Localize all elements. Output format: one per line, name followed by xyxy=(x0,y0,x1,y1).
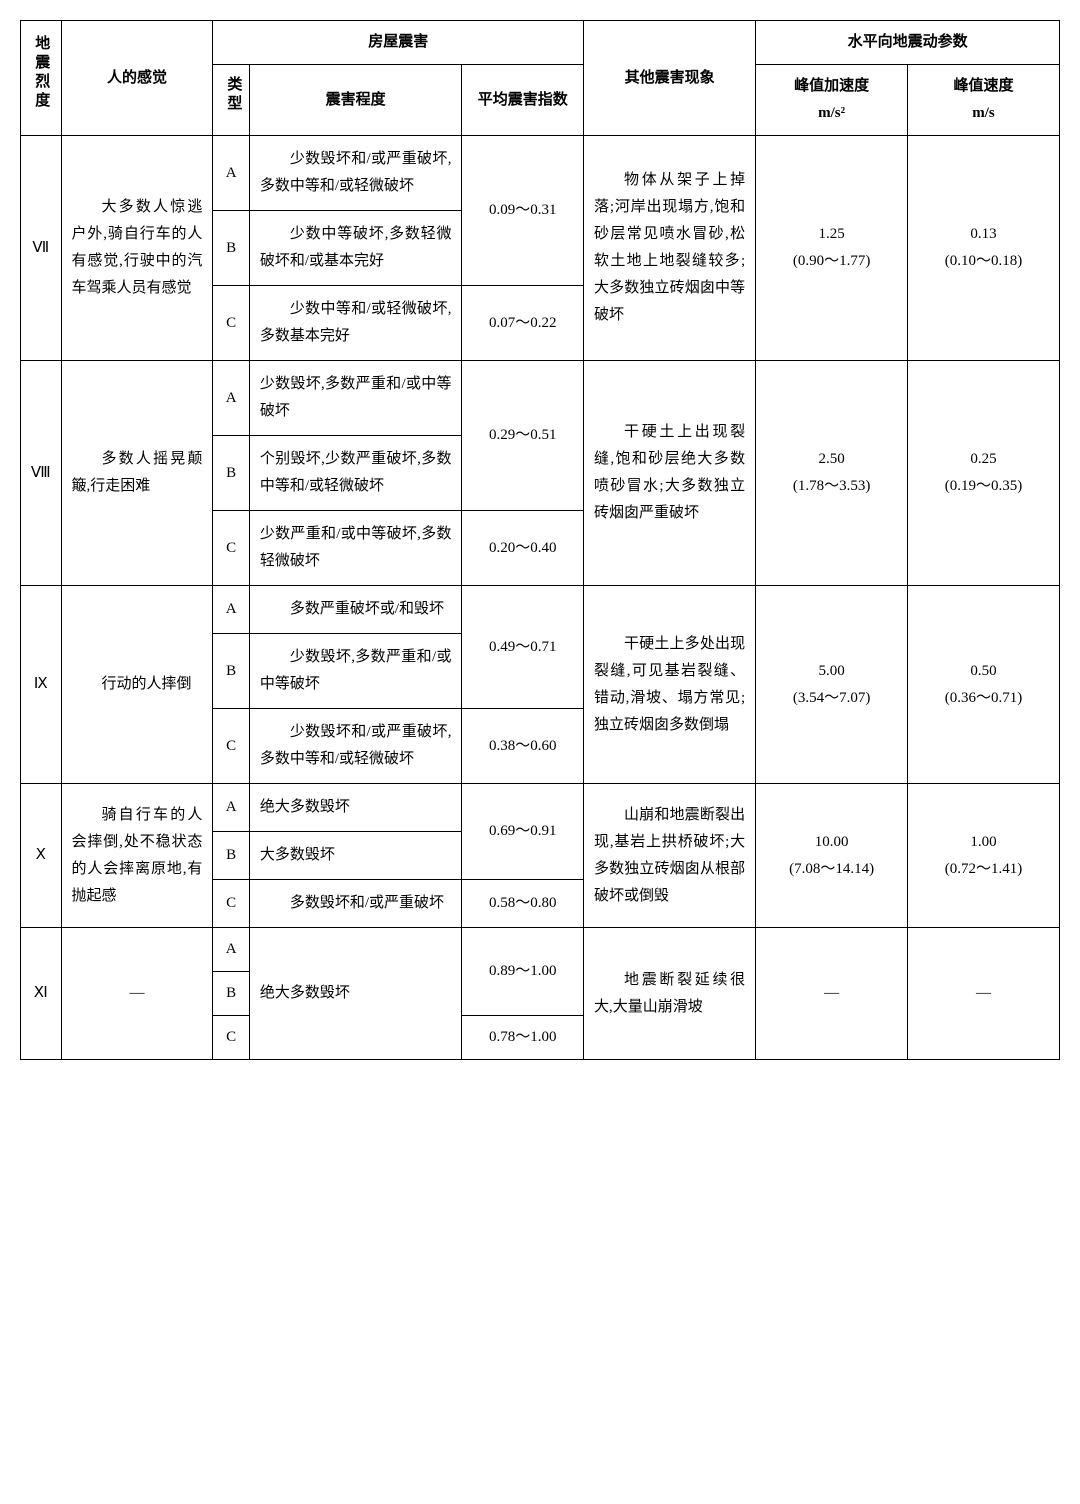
vel-xi: — xyxy=(908,928,1060,1060)
degree-x-a: 绝大多数毁坏 xyxy=(249,784,462,832)
index-vii-ab: 0.09～0.31 xyxy=(462,136,584,286)
header-row-1: 地震烈度 人的感觉 房屋震害 其他震害现象 水平向地震动参数 xyxy=(21,21,1060,65)
h-motion: 水平向地震动参数 xyxy=(756,21,1060,65)
intensity-viii: Ⅷ xyxy=(21,361,62,586)
h-index: 平均震害指数 xyxy=(462,65,584,136)
h-type: 类型 xyxy=(213,65,249,136)
degree-x-b: 大多数毁坏 xyxy=(249,832,462,880)
index-ix-ab: 0.49～0.71 xyxy=(462,586,584,709)
feeling-viii: 多数人摇晃颠簸,行走困难 xyxy=(61,361,213,586)
type-a: A xyxy=(213,784,249,832)
seismic-intensity-table: 地震烈度 人的感觉 房屋震害 其他震害现象 水平向地震动参数 类型 震害程度 平… xyxy=(20,20,1060,1060)
other-ix: 干硬土上多处出现裂缝,可见基岩裂缝、错动,滑坡、塌方常见;独立砖烟囱多数倒塌 xyxy=(584,586,756,784)
row-ix-a: Ⅸ 行动的人摔倒 A 多数严重破坏或/和毁坏 0.49～0.71 干硬土上多处出… xyxy=(21,586,1060,634)
row-x-a: Ⅹ 骑自行车的人会摔倒,处不稳状态的人会摔离原地,有抛起感 A 绝大多数毁坏 0… xyxy=(21,784,1060,832)
intensity-xi: Ⅺ xyxy=(21,928,62,1060)
feeling-x: 骑自行车的人会摔倒,处不稳状态的人会摔离原地,有抛起感 xyxy=(61,784,213,928)
type-a: A xyxy=(213,361,249,436)
type-c: C xyxy=(213,511,249,586)
degree-ix-b: 少数毁坏,多数严重和/或中等破坏 xyxy=(249,634,462,709)
type-a: A xyxy=(213,928,249,972)
degree-xi: 绝大多数毁坏 xyxy=(249,928,462,1060)
index-x-c: 0.58～0.80 xyxy=(462,880,584,928)
other-vii: 物体从架子上掉落;河岸出现塌方,饱和砂层常见喷水冒砂,松软土地上地裂缝较多;大多… xyxy=(584,136,756,361)
type-c: C xyxy=(213,880,249,928)
h-building: 房屋震害 xyxy=(213,21,584,65)
index-viii-c: 0.20～0.40 xyxy=(462,511,584,586)
vel-viii: 0.25(0.19～0.35) xyxy=(908,361,1060,586)
degree-viii-a: 少数毁坏,多数严重和/或中等破坏 xyxy=(249,361,462,436)
degree-ix-c: 少数毁坏和/或严重破坏,多数中等和/或轻微破坏 xyxy=(249,709,462,784)
intensity-vii: Ⅶ xyxy=(21,136,62,361)
type-c: C xyxy=(213,709,249,784)
intensity-ix: Ⅸ xyxy=(21,586,62,784)
feeling-vii: 大多数人惊逃户外,骑自行车的人有感觉,行驶中的汽车驾乘人员有感觉 xyxy=(61,136,213,361)
h-intensity: 地震烈度 xyxy=(21,21,62,136)
type-b: B xyxy=(213,832,249,880)
h-other: 其他震害现象 xyxy=(584,21,756,136)
other-x: 山崩和地震断裂出现,基岩上拱桥破坏;大多数独立砖烟囱从根部破坏或倒毁 xyxy=(584,784,756,928)
vel-ix: 0.50(0.36～0.71) xyxy=(908,586,1060,784)
h-degree: 震害程度 xyxy=(249,65,462,136)
accel-xi: — xyxy=(756,928,908,1060)
row-xi-a: Ⅺ — A 绝大多数毁坏 0.89～1.00 地震断裂延续很大,大量山崩滑坡 —… xyxy=(21,928,1060,972)
vel-vii: 0.13(0.10～0.18) xyxy=(908,136,1060,361)
type-b: B xyxy=(213,436,249,511)
vel-x: 1.00(0.72～1.41) xyxy=(908,784,1060,928)
feeling-ix: 行动的人摔倒 xyxy=(61,586,213,784)
row-vii-a: Ⅶ 大多数人惊逃户外,骑自行车的人有感觉,行驶中的汽车驾乘人员有感觉 A 少数毁… xyxy=(21,136,1060,211)
accel-viii: 2.50(1.78～3.53) xyxy=(756,361,908,586)
index-x-ab: 0.69～0.91 xyxy=(462,784,584,880)
index-viii-ab: 0.29～0.51 xyxy=(462,361,584,511)
index-xi-c: 0.78～1.00 xyxy=(462,1016,584,1060)
feeling-xi: — xyxy=(61,928,213,1060)
accel-ix: 5.00(3.54～7.07) xyxy=(756,586,908,784)
index-ix-c: 0.38～0.60 xyxy=(462,709,584,784)
h-accel: 峰值加速度m/s² xyxy=(756,65,908,136)
degree-viii-b: 个别毁坏,少数严重破坏,多数中等和/或轻微破坏 xyxy=(249,436,462,511)
degree-vii-a: 少数毁坏和/或严重破坏,多数中等和/或轻微破坏 xyxy=(249,136,462,211)
other-viii: 干硬土上出现裂缝,饱和砂层绝大多数喷砂冒水;大多数独立砖烟囱严重破坏 xyxy=(584,361,756,586)
type-c: C xyxy=(213,286,249,361)
degree-ix-a: 多数严重破坏或/和毁坏 xyxy=(249,586,462,634)
index-vii-c: 0.07～0.22 xyxy=(462,286,584,361)
type-c: C xyxy=(213,1016,249,1060)
index-xi-ab: 0.89～1.00 xyxy=(462,928,584,1016)
degree-vii-b: 少数中等破坏,多数轻微破坏和/或基本完好 xyxy=(249,211,462,286)
type-b: B xyxy=(213,211,249,286)
accel-x: 10.00(7.08～14.14) xyxy=(756,784,908,928)
h-feeling: 人的感觉 xyxy=(61,21,213,136)
other-xi: 地震断裂延续很大,大量山崩滑坡 xyxy=(584,928,756,1060)
type-a: A xyxy=(213,136,249,211)
type-b: B xyxy=(213,972,249,1016)
degree-vii-c: 少数中等和/或轻微破坏,多数基本完好 xyxy=(249,286,462,361)
type-a: A xyxy=(213,586,249,634)
h-vel: 峰值速度m/s xyxy=(908,65,1060,136)
degree-viii-c: 少数严重和/或中等破坏,多数轻微破坏 xyxy=(249,511,462,586)
row-viii-a: Ⅷ 多数人摇晃颠簸,行走困难 A 少数毁坏,多数严重和/或中等破坏 0.29～0… xyxy=(21,361,1060,436)
accel-vii: 1.25(0.90～1.77) xyxy=(756,136,908,361)
type-b: B xyxy=(213,634,249,709)
degree-x-c: 多数毁坏和/或严重破坏 xyxy=(249,880,462,928)
intensity-x: Ⅹ xyxy=(21,784,62,928)
